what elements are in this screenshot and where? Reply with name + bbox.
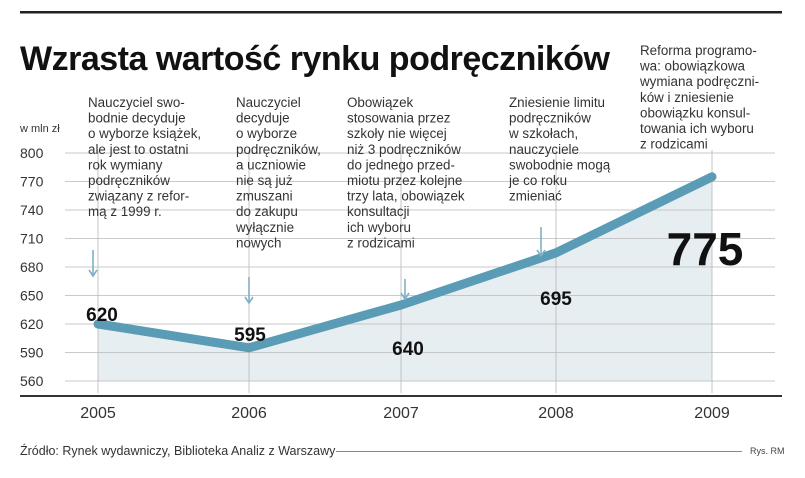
annotation-line: obowiązku konsul- [640,105,750,120]
annotation-line: swobodnie mogą [509,157,611,172]
annotation-line: a uczniowie [236,157,306,172]
xtick-layer: 2005 2006 2007 2008 2009 [80,405,730,422]
annotation-line: Obowiązek [347,95,414,110]
annotation-line: o wyborze książek, [88,126,201,141]
label-layer: 620 595 640 695 775 [86,223,743,360]
data-label: 695 [540,289,572,310]
grid-layer [65,150,775,393]
y-axis-unit: w mln zł [19,123,60,135]
annotation-line: wyłącznie [235,220,294,235]
annotation-line: Reforma programo- [640,43,757,58]
area-layer [98,176,712,381]
annotation-line: Nauczyciel [236,95,301,110]
data-label: 620 [86,305,118,326]
y-tick-label: 740 [20,202,44,218]
line-layer [93,172,717,353]
annotation-line: z rodzicami [347,235,415,250]
annotation-line: o wyborze [236,126,297,141]
data-label: 775 [667,223,744,275]
y-tick-label: 680 [20,259,44,275]
annotation-arrowhead [88,269,98,278]
annotation-line: do jednego przed- [347,157,455,172]
top-rule [20,11,782,14]
annotation-arrowhead [244,296,254,305]
ytick-layer: 800 770 740 710 680 650 620 590 560 [20,145,44,389]
x-tick-label: 2007 [383,405,419,422]
y-tick-label: 590 [20,345,44,361]
annotation-line: podręczników, [236,142,321,157]
annotation-line: niż 3 podręczników [347,142,461,157]
data-label: 595 [234,325,266,346]
footer-rule [336,451,742,452]
annotation-line: stosowania przez [347,111,451,126]
annotation-line: rok wymiany [88,157,163,172]
annotation-line: konsultacji [347,204,410,219]
annotation-line: ków i zniesienie [640,90,734,105]
annotation-line: zmieniać [509,189,562,204]
annotation-line: towania ich wyboru [640,121,754,136]
annotation-line: mą z 1999 r. [88,204,162,219]
chart-title: Wzrasta wartość rynku podręczników [20,40,611,78]
annotation-line: nie są już [236,173,293,188]
y-tick-label: 800 [20,145,44,161]
x-tick-label: 2005 [80,405,116,422]
annotation-line: ich wyboru [347,220,411,235]
annotation-line: trzy lata, obowiązek [347,189,465,204]
annotation-line: bodnie decyduje [88,111,186,126]
annotation-line: szkoły nie więcej [347,126,447,141]
y-tick-label: 770 [20,174,44,190]
annotation-line: podręczników [88,173,170,188]
annotation-line: Zniesienie limitu [509,95,605,110]
annotation-line: je co roku [508,173,567,188]
y-tick-label: 560 [20,373,44,389]
x-tick-label: 2008 [538,405,574,422]
annotation-line: wa: obowiązkowa [639,59,746,74]
annotation-arrowhead [536,249,546,258]
annotation-line: decyduje [236,111,290,126]
annotation-line: w szkołach, [508,126,578,141]
annotation-line: nowych [236,235,281,250]
annotation-line: wymiana podręczni- [639,74,759,89]
data-label: 640 [392,339,424,360]
x-tick-label: 2006 [231,405,267,422]
y-tick-label: 620 [20,316,44,332]
annotation-line: ale jest to ostatni [88,142,189,157]
x-axis-rule [20,395,782,397]
annotation-line: podręczników [509,111,591,126]
y-tick-label: 710 [20,231,44,247]
source-note: Źródło: Rynek wydawniczy, Biblioteka Ana… [20,443,336,458]
series-line [93,172,717,353]
y-tick-label: 650 [20,288,44,304]
annotation-arrowhead [400,292,410,301]
annotation-line: związany z refor- [88,189,189,204]
credit-note: Rys. RM [750,446,785,456]
annotation-line: zmuszani [236,189,293,204]
arrow-layer [88,227,546,305]
annotation-line: z rodzicami [640,137,708,152]
x-tick-label: 2009 [694,405,730,422]
area-fill [98,176,712,381]
annotation-line: Nauczyciel swo- [88,95,185,110]
annotation-line: do zakupu [236,204,298,219]
annotation-line: miotu przez kolejne [347,173,462,188]
annotation-line: nauczyciele [509,142,579,157]
